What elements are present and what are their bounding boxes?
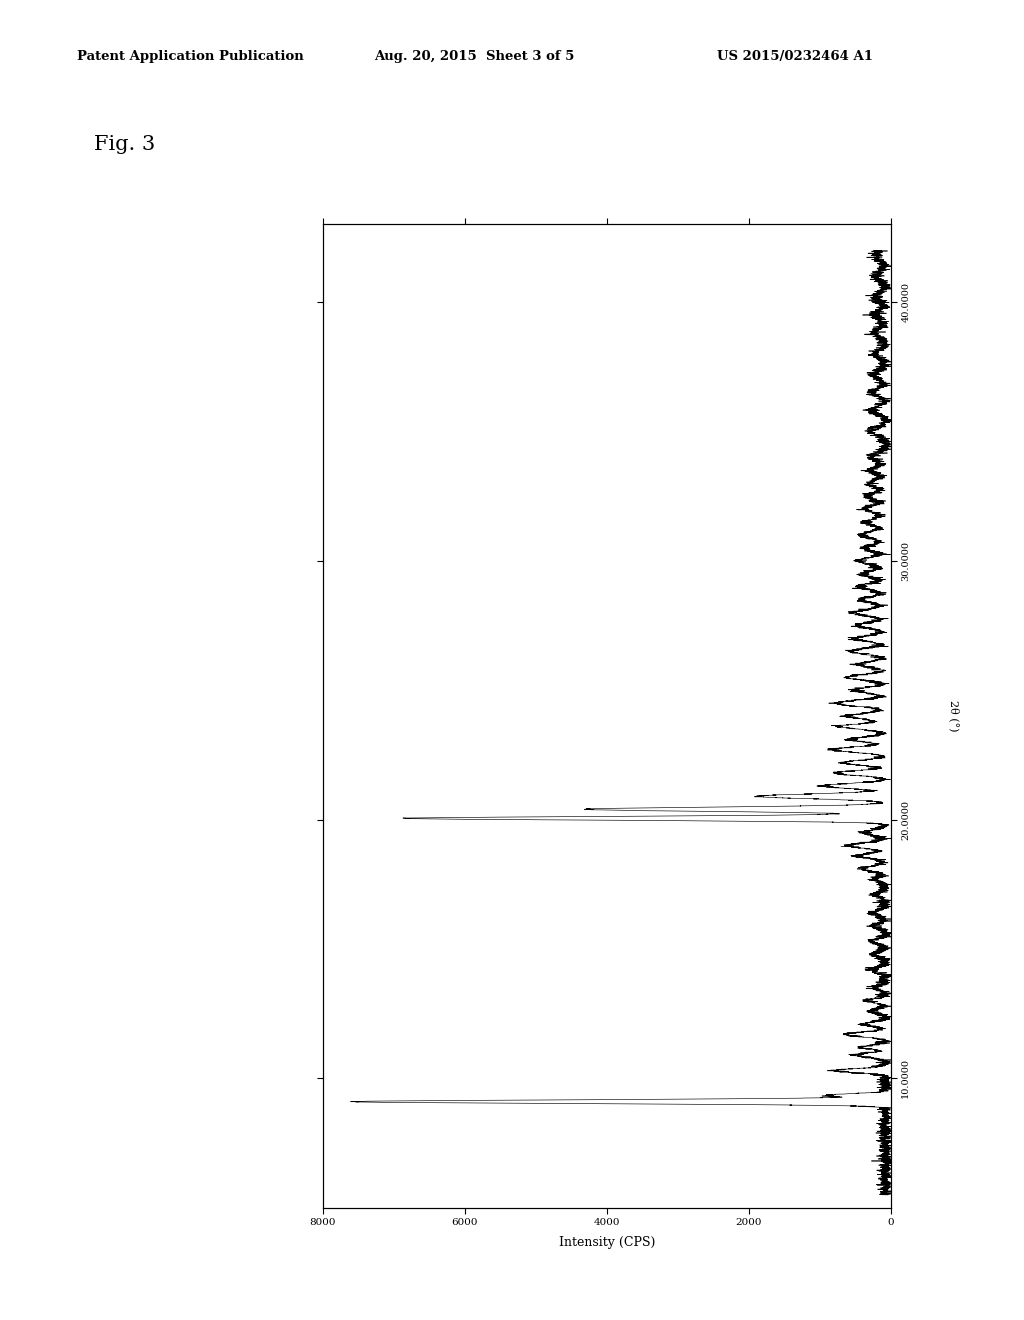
Text: US 2015/0232464 A1: US 2015/0232464 A1 [717,50,872,63]
Text: Patent Application Publication: Patent Application Publication [77,50,303,63]
X-axis label: Intensity (CPS): Intensity (CPS) [558,1236,655,1249]
Y-axis label: 2θ (°): 2θ (°) [949,701,959,731]
Text: Aug. 20, 2015  Sheet 3 of 5: Aug. 20, 2015 Sheet 3 of 5 [374,50,574,63]
Text: Fig. 3: Fig. 3 [94,135,156,153]
